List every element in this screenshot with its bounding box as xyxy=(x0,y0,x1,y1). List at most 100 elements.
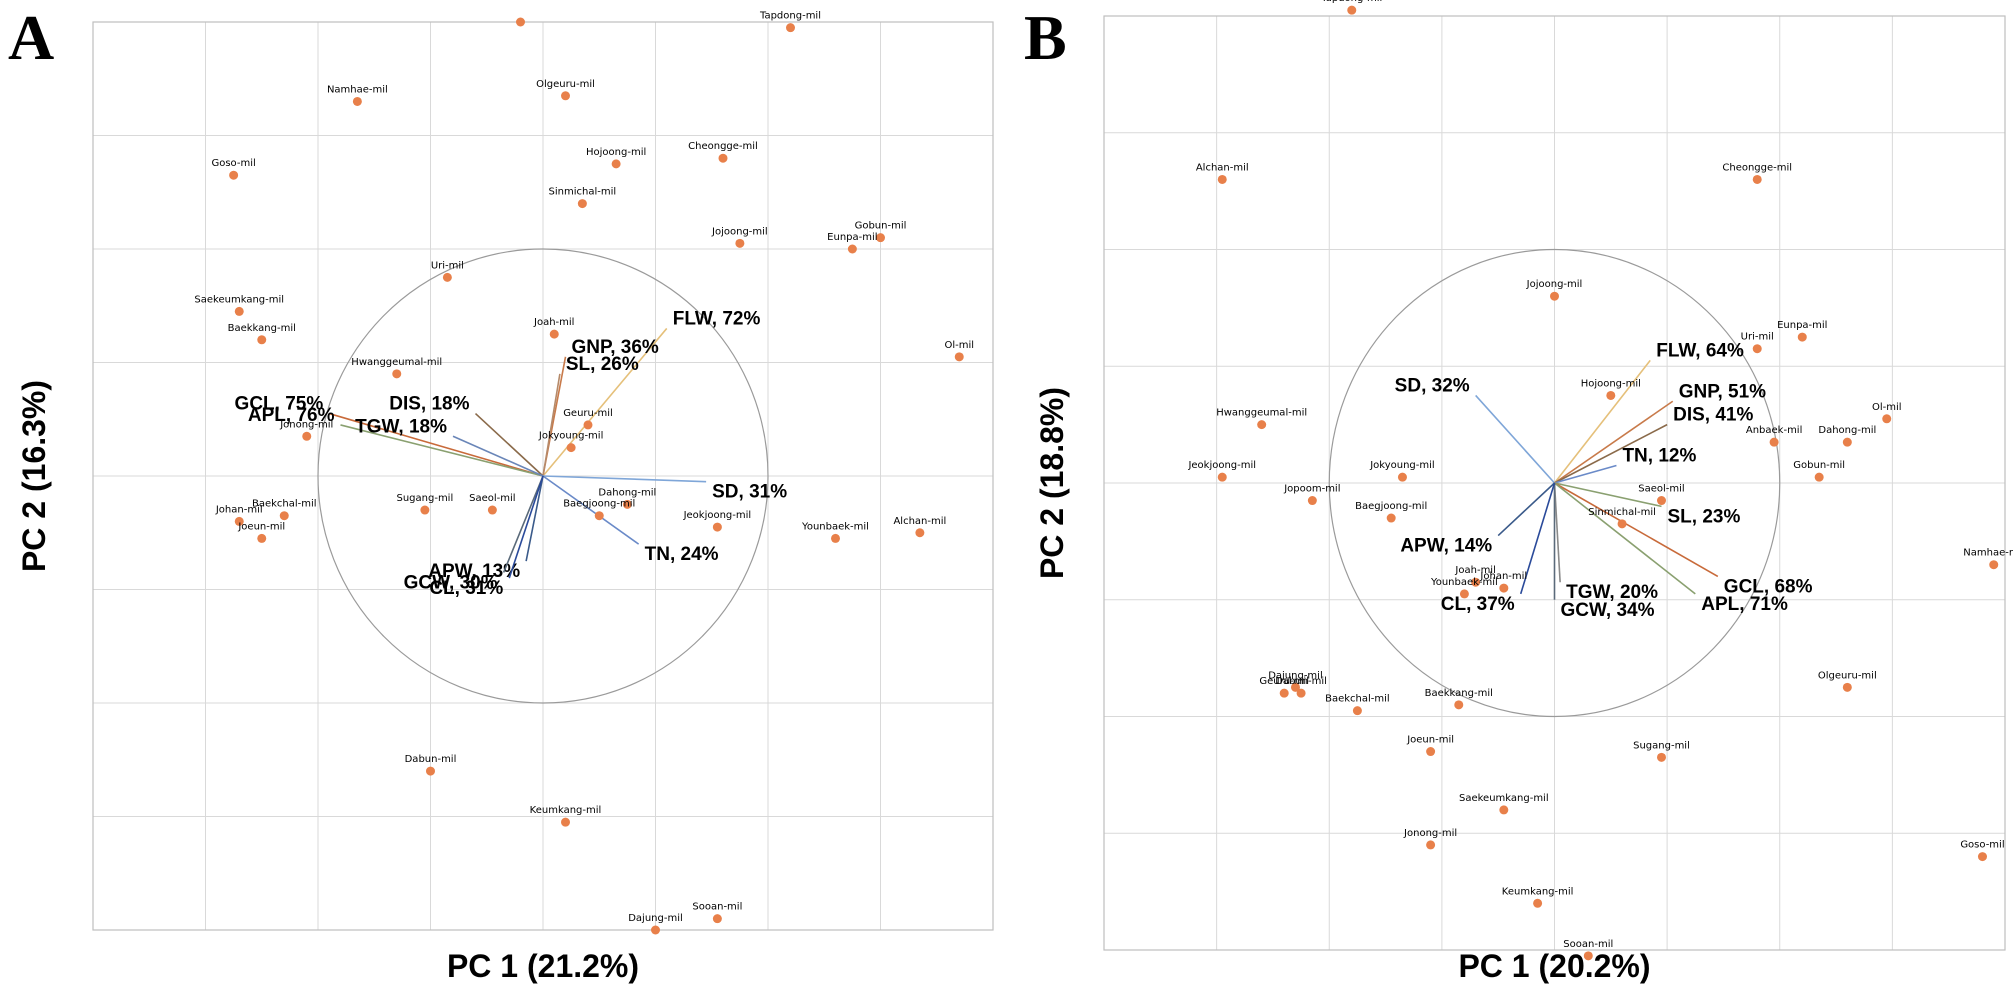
data-point xyxy=(1296,688,1306,698)
point-label: Jokyoung-mil xyxy=(538,431,603,442)
data-point xyxy=(257,533,267,543)
point-label: Jojoong-mil xyxy=(711,226,768,237)
point-label: Tapdong-mil xyxy=(1320,0,1382,4)
data-point xyxy=(1426,840,1436,850)
point-label: Baekchal-mil xyxy=(1325,694,1390,705)
data-point xyxy=(1842,437,1852,447)
vector-label: GNP, 51% xyxy=(1679,381,1766,402)
point-label: Namhae-mil xyxy=(1963,548,2013,559)
loading-vector xyxy=(1554,482,1662,508)
point-label: Baegjoong-mil xyxy=(563,499,635,510)
point-label: Goso-mil xyxy=(1960,840,2004,851)
data-point xyxy=(611,159,621,169)
point-label: Olgeuru-mil xyxy=(536,79,595,90)
point-label: Saekeumkang-mil xyxy=(194,294,284,305)
vector-label: SD, 31% xyxy=(712,482,787,503)
point-label: Ol-mil xyxy=(944,340,974,351)
loading-vector xyxy=(542,475,640,545)
data-point xyxy=(1307,496,1317,506)
y-axis-title: PC 2 (16.3%) xyxy=(16,380,52,572)
point-label: Dahong-mil xyxy=(1818,425,1876,436)
vector-label: FLW, 72% xyxy=(673,308,761,329)
data-point xyxy=(1499,805,1509,815)
point-label: Sinmichal-mil xyxy=(1588,507,1656,518)
point-label: Johan-mil xyxy=(215,504,263,515)
panel-letter-b: B xyxy=(1024,2,1067,73)
loading-vector xyxy=(542,373,561,477)
data-point xyxy=(712,914,722,924)
data-point xyxy=(1426,747,1436,757)
vector-label: SD, 32% xyxy=(1395,375,1470,396)
loading-vector xyxy=(1554,464,1617,484)
point-label: Dahong-mil xyxy=(598,487,656,498)
vector-label: GCL, 68% xyxy=(1724,576,1813,597)
point-label: Saeol-mil xyxy=(1638,484,1684,495)
loading-vector xyxy=(1554,482,1696,595)
data-point xyxy=(352,96,362,106)
data-point xyxy=(426,766,435,776)
data-point xyxy=(1606,390,1616,400)
data-point xyxy=(847,244,857,254)
point-label: Younbaek-mil xyxy=(801,521,869,532)
data-point xyxy=(1550,291,1559,301)
plot-frame xyxy=(92,21,994,931)
point-label: Keumkang-mil xyxy=(1502,886,1574,897)
point-label: Alchan-mil xyxy=(893,516,946,527)
point-label: Hwanggeumal-mil xyxy=(351,357,442,368)
loading-vector xyxy=(508,475,544,579)
data-point xyxy=(1217,472,1227,482)
x-axis-title: PC 1 (21.2%) xyxy=(447,948,639,984)
point-label: Dabun-mil xyxy=(1275,676,1327,687)
data-point xyxy=(1459,589,1469,599)
point-label: Hwanggeumal-mil xyxy=(1216,408,1307,419)
point-label: Hojoong-mil xyxy=(1581,378,1641,389)
panel-a: FLW, 72%GNP, 36%SL, 26%DIS, 18%GCL, 75%A… xyxy=(16,11,994,984)
point-label: Jeokjoong-mil xyxy=(1187,460,1256,471)
data-point xyxy=(1347,5,1357,15)
point-label: Cheongge-mil xyxy=(1722,162,1792,173)
point-label: Sooan-mil xyxy=(1563,939,1613,950)
data-point xyxy=(915,528,925,538)
point-label: Sooan-mil xyxy=(692,902,742,913)
data-point xyxy=(279,511,289,521)
data-point xyxy=(442,272,452,282)
vector-label: TN, 12% xyxy=(1622,445,1696,466)
data-point xyxy=(718,153,728,163)
data-point xyxy=(1471,577,1481,587)
data-point xyxy=(561,91,570,101)
point-label: Saeol-mil xyxy=(469,493,515,504)
data-point xyxy=(1386,513,1396,523)
panel-letter-a: A xyxy=(8,2,55,73)
data-point xyxy=(1656,752,1666,762)
data-point xyxy=(234,306,244,316)
point-label: Baekchal-mil xyxy=(252,499,317,510)
data-point xyxy=(420,505,430,515)
data-point xyxy=(1842,682,1852,692)
point-label: Younbaek-mil xyxy=(1430,577,1498,588)
loading-vector xyxy=(340,424,544,477)
data-point xyxy=(1290,682,1300,692)
data-point xyxy=(1814,472,1824,482)
data-point xyxy=(1656,496,1666,506)
data-point xyxy=(954,352,964,362)
data-point xyxy=(1454,700,1464,710)
point-label: Jeokjoong-mil xyxy=(683,510,752,521)
data-point xyxy=(1533,898,1543,908)
point-label: Ol-mil xyxy=(1872,402,1902,413)
data-point xyxy=(786,23,795,33)
point-label: Eunpa-mil xyxy=(827,232,877,243)
loading-vector xyxy=(542,327,668,477)
data-point xyxy=(234,516,244,526)
data-point xyxy=(735,238,745,248)
point-label: Jonong-mil xyxy=(279,419,333,430)
point-label: Anbaek-mil xyxy=(1746,425,1803,436)
vector-label: CL, 31% xyxy=(429,578,503,599)
point-label: Dabun-mil xyxy=(405,754,457,765)
data-point xyxy=(487,505,497,515)
point-label: Tapdong-mil xyxy=(759,11,821,22)
point-label: Joah-mil xyxy=(1454,565,1495,576)
data-point xyxy=(622,499,632,509)
loading-vector xyxy=(502,475,544,573)
vector-label: GNP, 36% xyxy=(572,337,659,358)
vector-label: DIS, 41% xyxy=(1673,405,1753,426)
